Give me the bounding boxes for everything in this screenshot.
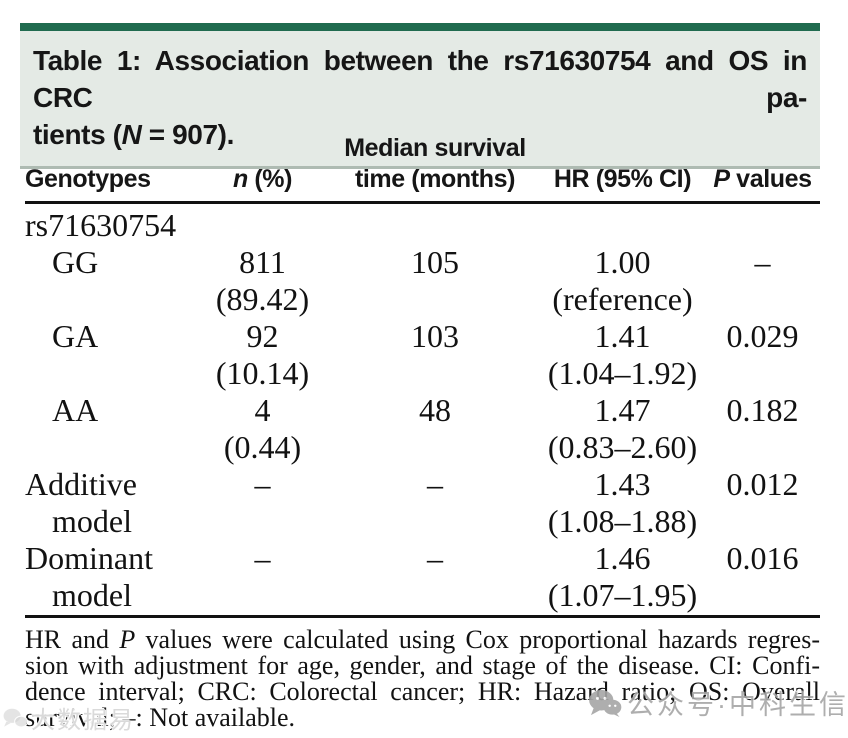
median-survival-value: 105 <box>411 244 459 280</box>
header-n-rest: (%) <box>247 165 293 193</box>
table-footnote: HR and P values were calculated using Co… <box>25 615 820 731</box>
model-label: Additive <box>25 466 137 502</box>
table-row-ga: GA 92 (10.14) 103 1.41 (1.04–1.92) 0.029 <box>25 318 820 392</box>
median-survival-value: – <box>427 540 443 576</box>
header-n-italic: n <box>232 165 248 193</box>
genotype-label: AA <box>52 392 99 428</box>
header-hr-ci: HR (95% CI) <box>540 133 705 204</box>
n-percent: (89.42) <box>215 281 310 317</box>
footnote-line-2: sion with adjustment for age, gender, an… <box>25 651 820 680</box>
header-n-percent: n (%) <box>195 133 330 204</box>
p-value: – <box>754 244 771 280</box>
footnote-line1-pre: HR and <box>25 625 120 654</box>
hr-value: 1.47 <box>594 392 651 428</box>
header-median-survival: Median survival time (months) <box>330 133 540 204</box>
p-value: 0.016 <box>726 540 799 576</box>
table-row-additive-model: Additive model – – 1.43 (1.08–1.88) 0.012 <box>25 466 820 540</box>
hr-value: 1.41 <box>594 318 651 354</box>
p-value: 0.012 <box>726 466 799 502</box>
genotype-label: GA <box>52 318 99 354</box>
header-p-values: P values <box>705 133 820 204</box>
group-label: rs71630754 <box>25 207 177 243</box>
n-percent: (0.44) <box>223 429 302 465</box>
hr-value: 1.43 <box>594 466 651 502</box>
hr-ci: (1.07–1.95) <box>547 577 698 613</box>
header-median-survival-line1: Median survival <box>344 134 526 162</box>
footnote-line-4: survival; –: Not available. <box>25 703 296 732</box>
table-row-dominant-model: Dominant model – – 1.46 (1.07–1.95) 0.016 <box>25 540 820 614</box>
n-value: 4 <box>254 392 271 428</box>
n-percent: (10.14) <box>215 355 310 391</box>
table-row-group-rs71630754: rs71630754 <box>25 203 820 245</box>
hr-value: 1.00 <box>594 244 651 280</box>
n-value: 92 <box>246 318 279 354</box>
footnote-p-italic: P <box>119 625 136 654</box>
footnote-line-3: dence interval; CRC: Colorectal cancer; … <box>25 677 820 706</box>
header-p-rest: values <box>729 165 812 193</box>
genotype-label: GG <box>52 244 99 280</box>
header-median-survival-line2: time (months) <box>354 165 516 193</box>
association-table: Genotypes n (%) Median survival time (mo… <box>25 133 820 614</box>
table-row-aa: AA 4 (0.44) 48 1.47 (0.83–2.60) 0.182 <box>25 392 820 466</box>
model-label-line2: model <box>52 503 132 539</box>
model-label-line2: model <box>52 577 132 613</box>
table-row-gg: GG 811 (89.42) 105 1.00 (reference) – <box>25 244 820 318</box>
caption-accent-bar <box>20 23 820 31</box>
hr-ci: (reference) <box>552 281 693 317</box>
median-survival-value: 48 <box>419 392 451 428</box>
header-genotypes: Genotypes <box>25 133 195 204</box>
model-label: Dominant <box>25 540 153 576</box>
hr-ci: (0.83–2.60) <box>547 429 698 465</box>
median-survival-value: – <box>427 466 443 502</box>
hr-value: 1.46 <box>594 540 651 576</box>
n-value: 811 <box>239 244 286 280</box>
n-value: – <box>254 466 271 502</box>
hr-ci: (1.08–1.88) <box>547 503 698 539</box>
median-survival-value: 103 <box>411 318 459 354</box>
hr-ci: (1.04–1.92) <box>547 355 698 391</box>
table-body: rs71630754 GG 811 (89.42) 105 1.00 (refere… <box>25 203 820 615</box>
footnote-line-1: HR and P values were calculated using Co… <box>25 627 820 653</box>
footnote-line1-post: values were calculated using Cox proport… <box>135 625 820 654</box>
p-value: 0.029 <box>726 318 799 354</box>
header-p-italic: P <box>713 165 730 193</box>
table-header: Genotypes n (%) Median survival time (mo… <box>25 133 820 204</box>
n-value: – <box>254 540 271 576</box>
caption-line-1: Table 1: Association between the rs71630… <box>33 45 807 113</box>
p-value: 0.182 <box>726 392 799 428</box>
